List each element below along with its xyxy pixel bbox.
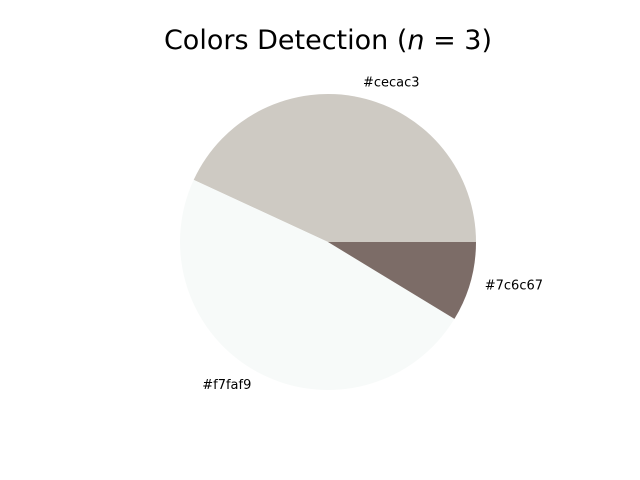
title-suffix: ) (481, 25, 492, 56)
title-operator: = (425, 25, 465, 56)
slice-label-2: #7c6c67 (485, 278, 543, 293)
pie-labels: #cecac3 #f7faf9 #7c6c67 (202, 76, 543, 394)
pie-slice-1 (180, 179, 455, 390)
chart-title: Colors Detection (n = 3) (164, 25, 492, 56)
pie-slice-0 (193, 93, 476, 242)
slice-label-1: #f7faf9 (202, 378, 251, 393)
pie-slices (180, 93, 476, 390)
slice-label-0: #cecac3 (363, 76, 420, 91)
pie-slice-2 (328, 242, 476, 319)
title-prefix: Colors Detection ( (164, 25, 407, 56)
title-value: 3 (464, 25, 481, 56)
title-variable: n (407, 25, 424, 56)
